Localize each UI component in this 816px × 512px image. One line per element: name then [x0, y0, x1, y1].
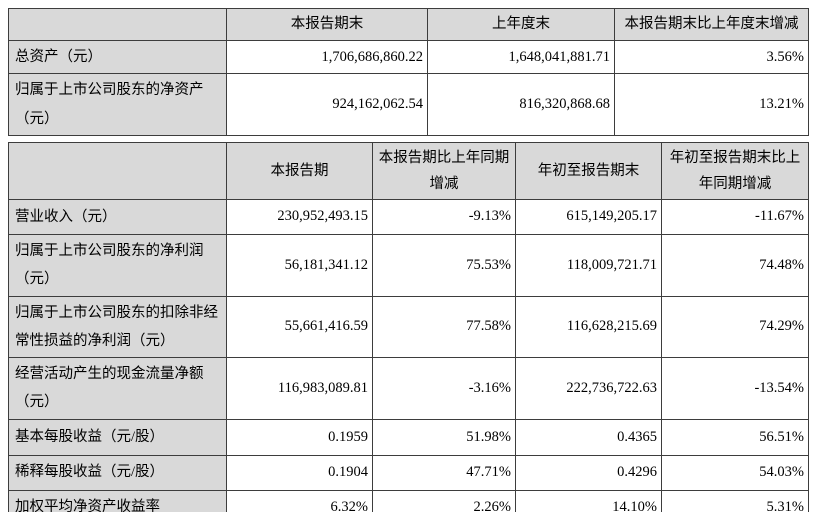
row-label: 经营活动产生的现金流量净额（元）: [8, 357, 227, 420]
value-cell: -3.16%: [372, 357, 516, 420]
value-cell: -13.54%: [661, 357, 809, 420]
value-cell: 6.32%: [226, 489, 373, 512]
column-header: 本报告期末比上年度末增减: [614, 8, 809, 41]
value-cell: 1,648,041,881.71: [427, 39, 615, 75]
table-row: 营业收入（元） 230,952,493.15 -9.13% 615,149,205.1…: [8, 198, 809, 235]
value-cell: 56.51%: [661, 418, 809, 456]
value-cell: 116,628,215.69: [515, 295, 662, 359]
table-row: 总资产（元） 1,706,686,860.22 1,648,041,881.71 3.…: [8, 39, 809, 75]
reporting-period-summary-table: 本报告期 本报告期比上年同期增减 年初至报告期末 年初至报告期末比上年同期增减 营业收入…: [8, 141, 809, 512]
value-cell: 47.71%: [372, 454, 516, 491]
row-label: 归属于上市公司股东的净利润（元）: [8, 233, 227, 297]
value-cell: 816,320,868.68: [427, 73, 615, 136]
value-cell: 0.1904: [226, 454, 373, 491]
value-cell: 3.56%: [614, 39, 809, 75]
corner-cell: [8, 141, 227, 200]
row-label: 总资产（元）: [8, 39, 227, 75]
table-row: 基本每股收益（元/股） 0.1959 51.98% 0.4365 56.51%: [8, 418, 809, 456]
value-cell: 13.21%: [614, 73, 809, 136]
value-cell: 118,009,721.71: [515, 233, 662, 297]
value-cell: 0.1959: [226, 418, 373, 456]
value-cell: 5.31%: [661, 489, 809, 512]
corner-cell: [8, 8, 227, 41]
value-cell: 14.10%: [515, 489, 662, 512]
table-row: 归属于上市公司股东的净资产（元） 924,162,062.54 816,320,86…: [8, 73, 809, 136]
header-row: 本报告期末 上年度末 本报告期末比上年度末增减: [8, 8, 809, 41]
value-cell: 51.98%: [372, 418, 516, 456]
value-cell: 615,149,205.17: [515, 198, 662, 235]
table-row: 加权平均净资产收益率 6.32% 2.26% 14.10% 5.31%: [8, 489, 809, 512]
column-header: 上年度末: [427, 8, 615, 41]
row-label: 基本每股收益（元/股）: [8, 418, 227, 456]
table-row: 经营活动产生的现金流量净额（元） 116,983,089.81 -3.16% 222,…: [8, 357, 809, 420]
value-cell: 116,983,089.81: [226, 357, 373, 420]
column-header: 年初至报告期末: [515, 141, 662, 200]
table-row: 稀释每股收益（元/股） 0.1904 47.71% 0.4296 54.03%: [8, 454, 809, 491]
column-header: 本报告期: [226, 141, 373, 200]
table-row: 归属于上市公司股东的净利润（元） 56,181,341.12 75.53% 118,0…: [8, 233, 809, 297]
period-end-summary-table: 本报告期末 上年度末 本报告期末比上年度末增减 总资产（元） 1,706,686,860…: [8, 8, 809, 136]
value-cell: 0.4296: [515, 454, 662, 491]
table-row: 归属于上市公司股东的扣除非经常性损益的净利润（元） 55,661,416.59 77…: [8, 295, 809, 359]
value-cell: 222,736,722.63: [515, 357, 662, 420]
row-label: 营业收入（元）: [8, 198, 227, 235]
value-cell: 75.53%: [372, 233, 516, 297]
value-cell: 54.03%: [661, 454, 809, 491]
row-label: 加权平均净资产收益率: [8, 489, 227, 512]
value-cell: 55,661,416.59: [226, 295, 373, 359]
value-cell: 77.58%: [372, 295, 516, 359]
column-header: 本报告期末: [226, 8, 428, 41]
row-label: 归属于上市公司股东的净资产（元）: [8, 73, 227, 136]
column-header: 本报告期比上年同期增减: [372, 141, 516, 200]
value-cell: 924,162,062.54: [226, 73, 428, 136]
value-cell: 230,952,493.15: [226, 198, 373, 235]
value-cell: 0.4365: [515, 418, 662, 456]
column-header: 年初至报告期末比上年同期增减: [661, 141, 809, 200]
value-cell: 74.29%: [661, 295, 809, 359]
row-label: 稀释每股收益（元/股）: [8, 454, 227, 491]
value-cell: 2.26%: [372, 489, 516, 512]
value-cell: -11.67%: [661, 198, 809, 235]
header-row: 本报告期 本报告期比上年同期增减 年初至报告期末 年初至报告期末比上年同期增减: [8, 141, 809, 200]
value-cell: 1,706,686,860.22: [226, 39, 428, 75]
value-cell: 56,181,341.12: [226, 233, 373, 297]
row-label: 归属于上市公司股东的扣除非经常性损益的净利润（元）: [8, 295, 227, 359]
value-cell: -9.13%: [372, 198, 516, 235]
value-cell: 74.48%: [661, 233, 809, 297]
